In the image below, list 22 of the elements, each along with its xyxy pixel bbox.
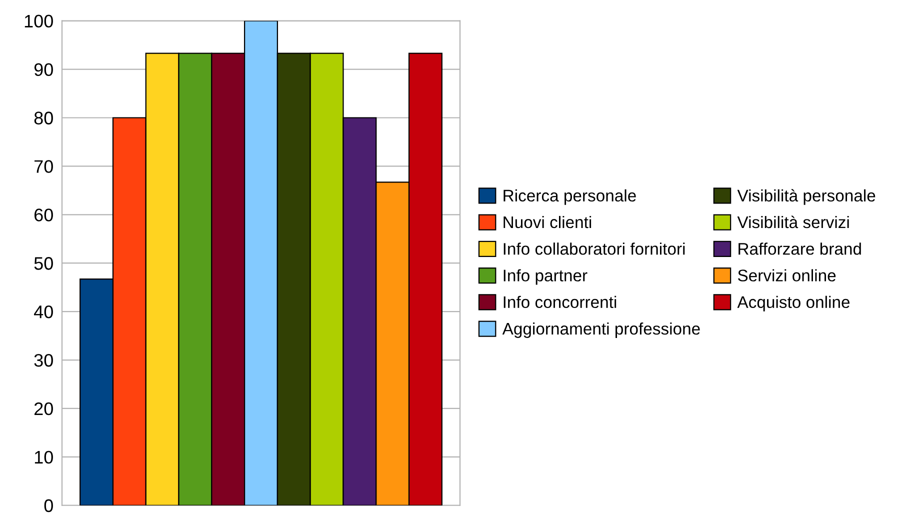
y-tick-label: 40 — [34, 305, 53, 318]
y-tick-label: 100 — [24, 14, 53, 28]
y-tick-label: 80 — [34, 112, 53, 124]
y-tick-label: 20 — [34, 402, 53, 416]
legend-label: Visibilità personale — [737, 189, 876, 205]
legend-label: Info partner — [504, 269, 588, 285]
y-tick-label: 0 — [44, 499, 53, 512]
legend-label: Nuovi clienti — [504, 216, 592, 228]
legend-label: Servizi online — [738, 269, 836, 282]
y-tick-label: 30 — [34, 354, 53, 367]
y-tick-label: 70 — [34, 160, 53, 173]
legend-label: Acquisto online — [737, 296, 850, 312]
y-tick-label: 50 — [34, 257, 53, 270]
legend-label: Rafforzare brand — [738, 242, 861, 255]
y-tick-label: 60 — [34, 208, 53, 222]
y-tick-label: 90 — [34, 63, 53, 76]
legend-label: Aggiornamenti professione — [502, 322, 700, 338]
legend-label: Info concorrenti — [504, 296, 616, 308]
y-tick-label: 10 — [34, 450, 53, 464]
legend-label: Info collaboratori fornitori — [504, 242, 685, 255]
legend-label: Visibilità servizi — [737, 216, 849, 228]
legend-label: Ricerca personale — [504, 189, 636, 205]
